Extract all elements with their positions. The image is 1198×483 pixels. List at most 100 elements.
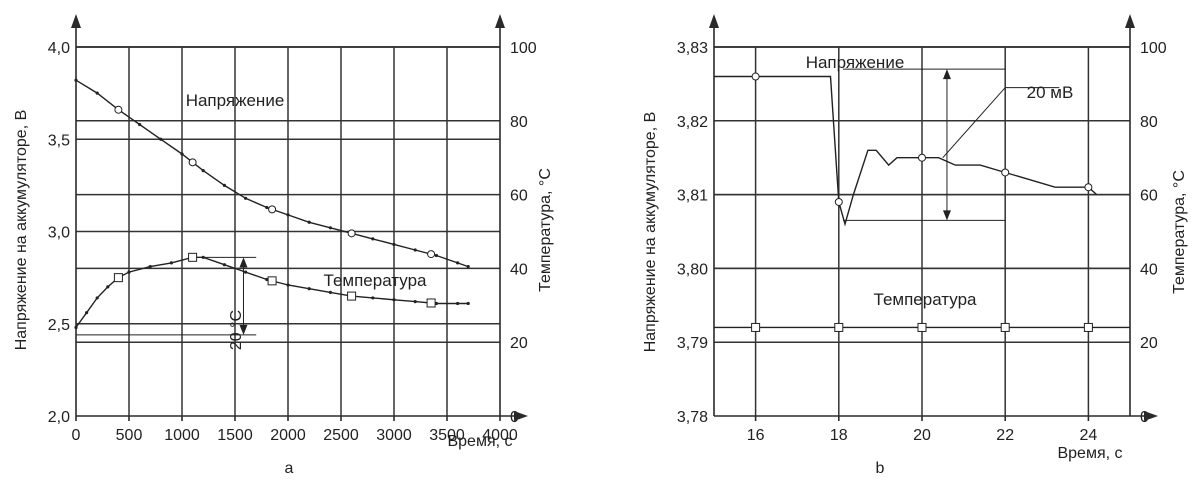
temperature-marker bbox=[1083, 322, 1093, 332]
delta-arrow-head-up bbox=[239, 257, 248, 268]
y-tick-right: 100 bbox=[1140, 40, 1167, 57]
y-axis-left-arrow bbox=[71, 14, 81, 28]
y-tick-right: 40 bbox=[1140, 261, 1158, 278]
temperature-marker bbox=[834, 322, 844, 332]
temperature-marker bbox=[267, 276, 277, 286]
series-group-a bbox=[74, 78, 470, 336]
x-tick-label: 20 bbox=[913, 427, 931, 444]
temperature-marker bbox=[347, 291, 357, 301]
series-point bbox=[265, 277, 269, 282]
delta-arrow-head-down bbox=[239, 324, 248, 335]
x-tick-label: 16 bbox=[747, 427, 765, 444]
x-axis-arrow bbox=[1144, 411, 1158, 421]
temperature-marker bbox=[426, 298, 436, 308]
series-point bbox=[106, 285, 110, 289]
series-point bbox=[148, 264, 152, 269]
series-point bbox=[286, 213, 290, 217]
series-line-voltage bbox=[714, 75, 1098, 227]
series-point bbox=[169, 261, 173, 265]
panel-b: 3,783,793,803,813,823,830204060801001618… bbox=[642, 14, 1188, 477]
series-line-voltage bbox=[75, 79, 469, 268]
x-tick-label: 3000 bbox=[376, 427, 412, 444]
y-tick-left: 3,78 bbox=[677, 409, 708, 426]
x-axis-arrow bbox=[514, 411, 528, 421]
y-axis-left-arrow bbox=[709, 14, 719, 28]
voltage-marker bbox=[918, 153, 926, 162]
temperature-marker bbox=[751, 322, 761, 332]
y-axis-right-arrow bbox=[495, 14, 505, 28]
delta-temp-label: 20 °С bbox=[228, 310, 245, 350]
series-point bbox=[307, 287, 311, 291]
y-tick-left: 3,81 bbox=[677, 188, 708, 205]
series-point bbox=[222, 183, 226, 187]
y-axis-title-left-b: Напряжение на аккумуляторе, В bbox=[642, 112, 659, 353]
x-axis-title-a: Время, с bbox=[447, 433, 512, 450]
series-point bbox=[244, 196, 248, 200]
y-tick-left: 3,0 bbox=[48, 225, 70, 242]
series-point bbox=[180, 152, 184, 156]
panel-a: 2,02,53,03,54,00204060801000500100015002… bbox=[13, 14, 554, 477]
series-group-b bbox=[714, 68, 1130, 332]
series-point bbox=[328, 290, 332, 294]
y-tick-left: 2,0 bbox=[48, 409, 70, 426]
voltage-marker bbox=[1001, 168, 1010, 177]
voltage-label-b: Напряжение bbox=[806, 53, 905, 72]
series-point bbox=[201, 169, 205, 173]
voltage-marker bbox=[1084, 183, 1093, 192]
x-axis-title-b: Время, с bbox=[1057, 445, 1122, 462]
series-point bbox=[456, 301, 460, 306]
x-tick-label: 18 bbox=[830, 427, 848, 444]
y-tick-right: 40 bbox=[510, 261, 528, 278]
series-point bbox=[413, 300, 417, 304]
grid-b: 3,783,793,803,813,823,830204060801001618… bbox=[677, 14, 1167, 444]
x-tick-label: 2000 bbox=[270, 427, 306, 444]
temperature-marker bbox=[113, 273, 123, 283]
temperature-marker bbox=[1000, 322, 1010, 332]
y-axis-right-arrow bbox=[1125, 14, 1135, 28]
y-tick-left: 3,79 bbox=[677, 335, 708, 352]
series-point bbox=[201, 255, 205, 259]
series-point bbox=[159, 137, 163, 141]
temperature-marker bbox=[917, 322, 927, 332]
series-point bbox=[138, 122, 142, 127]
series-point bbox=[456, 261, 460, 265]
series-point bbox=[222, 263, 226, 267]
x-tick-label: 4000 bbox=[482, 427, 518, 444]
series-point bbox=[74, 78, 78, 82]
y-tick-right: 60 bbox=[1140, 188, 1158, 205]
delta-arrow-head-up bbox=[942, 69, 951, 80]
series-point bbox=[466, 264, 470, 269]
series-point bbox=[371, 237, 375, 241]
x-tick-label: 2500 bbox=[323, 427, 359, 444]
y-tick-right: 20 bbox=[1140, 335, 1158, 352]
x-tick-label: 24 bbox=[1080, 427, 1098, 444]
voltage-label-a: Напряжение bbox=[186, 91, 285, 110]
y-tick-left: 3,83 bbox=[677, 40, 708, 57]
series-point bbox=[466, 301, 470, 306]
voltage-marker bbox=[114, 105, 123, 114]
voltage-marker bbox=[188, 158, 197, 167]
delta-leader-line bbox=[942, 87, 1060, 159]
panel-label-a: a bbox=[285, 460, 294, 477]
series-point bbox=[392, 298, 396, 302]
x-tick-label: 0 bbox=[72, 427, 81, 444]
x-tick-label: 3500 bbox=[429, 427, 465, 444]
series-point bbox=[371, 296, 375, 300]
x-tick-label: 500 bbox=[116, 427, 143, 444]
series-point bbox=[307, 220, 311, 224]
series-point bbox=[434, 253, 438, 258]
x-tick-label: 22 bbox=[996, 427, 1014, 444]
temperature-marker bbox=[188, 252, 198, 262]
y-tick-right: 60 bbox=[510, 188, 528, 205]
voltage-marker bbox=[268, 205, 277, 214]
delta-voltage-label: 20 мВ bbox=[1027, 83, 1074, 102]
y-axis-title-right-a: Температура, °С bbox=[537, 168, 554, 292]
y-tick-right: 20 bbox=[510, 335, 528, 352]
temperature-label-a: Температура bbox=[324, 271, 428, 290]
series-point bbox=[265, 205, 269, 210]
temperature-label-b: Температура bbox=[874, 290, 978, 309]
y-tick-left: 3,5 bbox=[48, 132, 70, 149]
voltage-marker bbox=[427, 250, 436, 259]
series-point bbox=[286, 283, 290, 287]
